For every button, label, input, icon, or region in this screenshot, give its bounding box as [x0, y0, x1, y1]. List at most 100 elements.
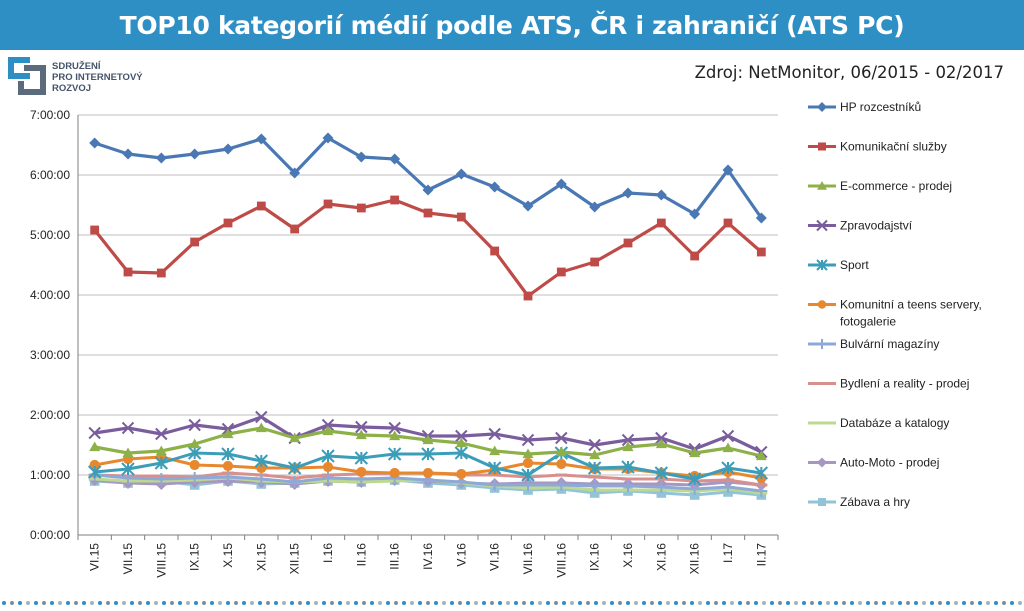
spir-logo: SDRUŽENÍ PRO INTERNETOVÝ ROZVOJ	[8, 57, 168, 101]
footer-dot	[498, 601, 502, 605]
footer-dot	[522, 601, 526, 605]
data-point	[188, 472, 201, 484]
data-point	[288, 476, 301, 488]
data-point	[355, 420, 368, 434]
data-point	[621, 433, 635, 447]
data-point	[423, 208, 433, 218]
footer-dot	[322, 601, 326, 605]
data-point	[489, 445, 501, 456]
data-point	[422, 184, 434, 196]
legend-item-3: Zpravodajství	[808, 219, 913, 233]
footer-dot	[226, 601, 230, 605]
footer-dot	[74, 601, 78, 605]
footer-dot	[106, 601, 110, 605]
data-point	[722, 442, 734, 453]
footer-dot	[858, 601, 862, 605]
data-point	[588, 438, 601, 452]
footer-dot	[178, 601, 182, 605]
data-point	[121, 421, 135, 435]
footer-dot	[418, 601, 422, 605]
footer-dot	[922, 601, 926, 605]
data-point	[321, 418, 335, 432]
x-tick-label: XI.15	[254, 543, 268, 571]
footer-dot	[162, 601, 166, 605]
footer-dot	[618, 601, 622, 605]
data-point	[456, 212, 466, 222]
footer-dot	[466, 601, 470, 605]
footer-dot	[770, 601, 774, 605]
data-point	[222, 471, 234, 483]
footer-dot	[1002, 601, 1006, 605]
footer-dot	[234, 601, 238, 605]
data-point	[89, 137, 101, 149]
x-tick-label: X.15	[221, 543, 235, 568]
data-point	[721, 461, 735, 475]
legend-item-9: Auto-Moto - prodej	[808, 456, 939, 470]
data-point	[754, 466, 769, 480]
footer-dot	[954, 601, 958, 605]
data-point	[723, 218, 733, 228]
legend-marker	[817, 457, 827, 468]
footer-dot	[58, 601, 62, 605]
footer-dot	[914, 601, 918, 605]
legend-label: Databáze a katalogy	[840, 416, 949, 430]
data-point	[289, 432, 301, 443]
data-point	[87, 465, 102, 479]
data-point	[756, 247, 766, 257]
legend-item-0: HP rozcestníků	[808, 100, 921, 114]
legend-label: Komunitní a teens servery,	[840, 298, 982, 312]
data-point	[655, 189, 667, 201]
footer-dot	[282, 601, 286, 605]
legend-item-5: Komunitní a teens servery, fotogalerie	[808, 298, 982, 329]
series-0	[89, 132, 767, 224]
data-point	[89, 459, 100, 471]
logo-line-3: ROZVOJ	[52, 83, 92, 94]
footer-dot	[18, 601, 22, 605]
y-tick-label: 4:00:00	[30, 288, 70, 302]
dotted-footer-border	[2, 601, 1022, 605]
footer-dot	[394, 601, 398, 605]
data-point	[656, 218, 666, 228]
legend-label: Komunikační služby	[840, 140, 947, 154]
legend-item-7: Bydlení a reality - prodej	[808, 377, 969, 391]
data-point	[323, 199, 333, 209]
data-point	[622, 187, 634, 199]
footer-dot	[906, 601, 910, 605]
footer-dot	[82, 601, 86, 605]
legend-item-2: E-commerce - prodej	[808, 179, 952, 193]
footer-dot	[346, 601, 350, 605]
x-tick-label: V.16	[454, 543, 468, 567]
y-tick-label: 3:00:00	[30, 348, 70, 362]
data-point	[556, 458, 567, 470]
legend-item-10: Zábava a hry	[808, 495, 910, 509]
data-point	[755, 212, 767, 224]
legend-label: Auto-Moto - prodej	[840, 456, 939, 470]
data-point	[356, 203, 366, 213]
footer-dot	[138, 601, 142, 605]
x-tick-label: XII.16	[688, 543, 702, 575]
data-point	[422, 467, 434, 479]
footer-dot	[674, 601, 678, 605]
data-point	[589, 201, 601, 213]
footer-dot	[634, 601, 638, 605]
data-point	[555, 446, 567, 457]
data-point	[388, 421, 401, 435]
footer-dot	[122, 601, 126, 605]
footer-dot	[2, 601, 6, 605]
data-point	[655, 431, 668, 445]
footer-dot	[650, 601, 654, 605]
data-point	[687, 472, 702, 486]
footer-dot	[50, 601, 54, 605]
footer-dot	[194, 601, 198, 605]
data-point	[455, 429, 468, 443]
footer-dot	[250, 601, 254, 605]
data-point	[222, 143, 234, 155]
data-point	[455, 168, 467, 180]
footer-dot	[330, 601, 334, 605]
footer-dot	[10, 601, 14, 605]
footer-dot	[362, 601, 366, 605]
footer-dot	[610, 601, 614, 605]
data-point	[721, 429, 735, 443]
legend-item-8: Databáze a katalogy	[808, 416, 949, 430]
